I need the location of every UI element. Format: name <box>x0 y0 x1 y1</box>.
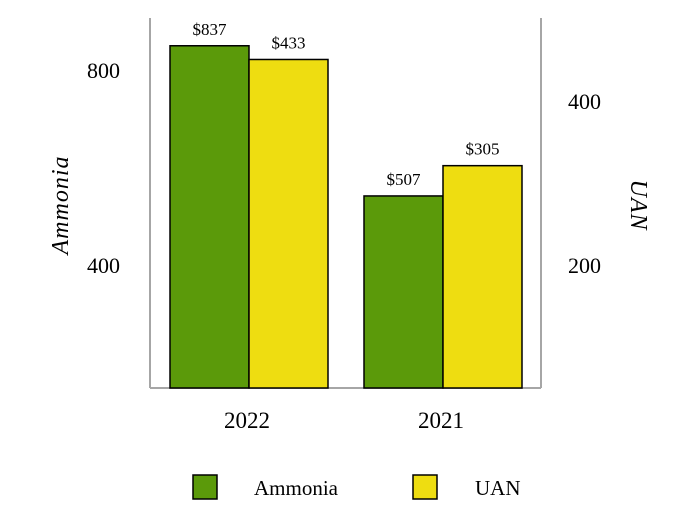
legend-swatch-uan <box>412 474 438 500</box>
right-tick-label: 400 <box>568 89 601 114</box>
data-label-uan-2021: $305 <box>466 140 500 159</box>
left-tick-label: 400 <box>87 253 120 278</box>
bar-uan-2021 <box>442 164 523 389</box>
bars: $837 $433 $507 $305 <box>169 20 523 389</box>
legend-label-ammonia: Ammonia <box>254 476 339 500</box>
category-label: 2022 <box>224 408 270 433</box>
legend-swatch-ammonia <box>192 474 218 500</box>
category-label: 2021 <box>418 408 464 433</box>
right-tick-label: 200 <box>568 253 601 278</box>
left-tick-label: 800 <box>87 58 120 83</box>
legend: Ammonia UAN <box>192 474 521 500</box>
bar-ammonia-2021 <box>363 195 444 389</box>
left-axis-title: Ammonia <box>48 156 74 257</box>
legend-label-uan: UAN <box>475 476 521 500</box>
data-label-ammonia-2021: $507 <box>387 170 422 189</box>
bar-ammonia-2022 <box>169 45 250 389</box>
data-label-uan-2022: $433 <box>272 33 306 52</box>
right-axis-title: UAN <box>625 180 651 232</box>
data-label-ammonia-2022: $837 <box>193 20 228 39</box>
bar-uan-2022 <box>248 58 329 389</box>
